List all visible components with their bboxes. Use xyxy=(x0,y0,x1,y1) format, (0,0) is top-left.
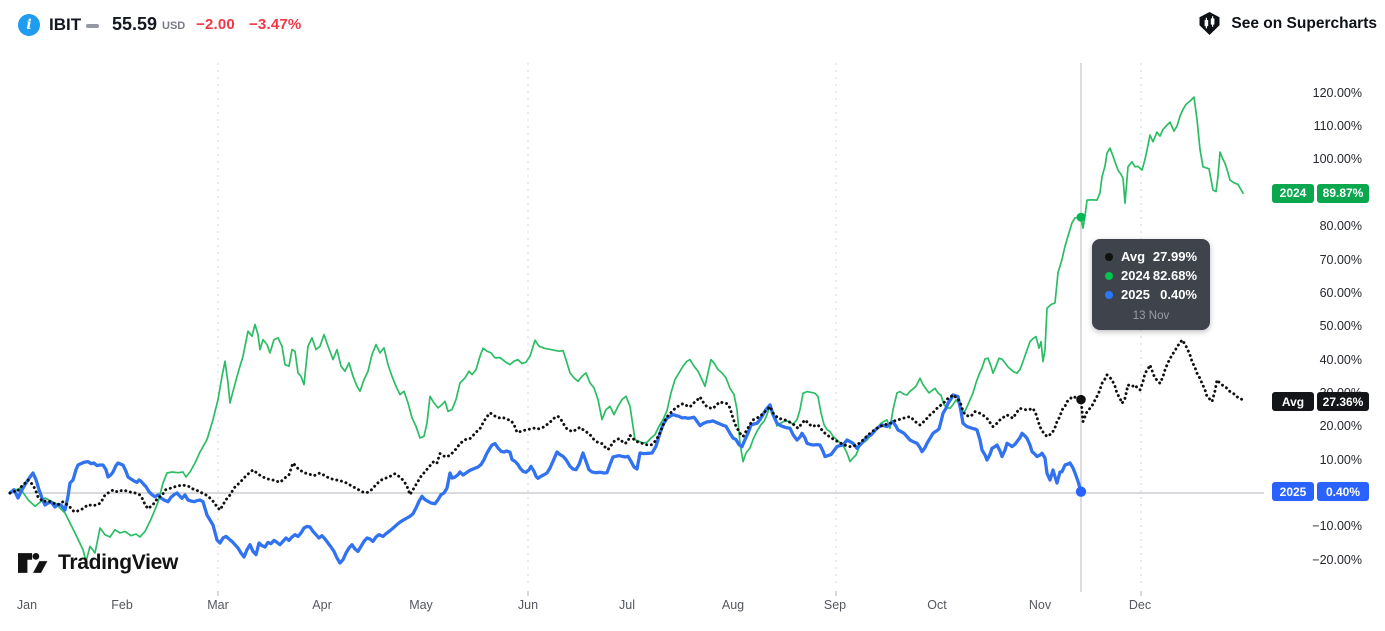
price-badge-2025: 2025 0.40% xyxy=(1272,482,1369,502)
badge-series-label: Avg xyxy=(1272,392,1314,412)
y-axis-label-20: 20.00% xyxy=(1319,419,1362,434)
y-axis-label-80: 80.00% xyxy=(1319,219,1362,234)
tooltip-row-avg: Avg 27.99% xyxy=(1105,249,1197,264)
x-axis-label-may: May xyxy=(409,598,433,612)
series-color-dot xyxy=(1105,252,1113,261)
x-axis-label-aug: Aug xyxy=(721,598,745,612)
y-axis-label--10: −10.00% xyxy=(1312,519,1362,534)
series-line-avg xyxy=(8,338,1245,514)
info-icon[interactable]: i xyxy=(18,14,40,36)
crosshair-marker-avg xyxy=(1076,394,1086,405)
y-axis-label-10: 10.00% xyxy=(1319,452,1362,467)
y-axis-label--20: −20.00% xyxy=(1312,552,1362,567)
tooltip-series-label: 2025 xyxy=(1121,287,1150,302)
tooltip-series-label: 2024 xyxy=(1121,268,1150,283)
tooltip-row-2025: 2025 0.40% xyxy=(1105,287,1197,302)
currency-label: USD xyxy=(162,20,186,32)
x-axis-label-sep: Sep xyxy=(823,598,847,612)
tooltip-series-label: Avg xyxy=(1121,249,1146,264)
tooltip-series-value: 0.40% xyxy=(1160,287,1197,302)
badge-value: 27.36% xyxy=(1317,392,1369,412)
ticker-symbol: IBIT xyxy=(49,15,82,34)
see-on-supercharts-button[interactable]: See on Supercharts xyxy=(1197,11,1377,36)
tooltip-row-2024: 2024 82.68% xyxy=(1105,268,1197,283)
x-axis-label-nov: Nov xyxy=(1028,598,1052,612)
supercharts-logo-icon xyxy=(1199,12,1220,35)
x-axis-label-jun: Jun xyxy=(517,598,539,612)
x-axis-label-mar: Mar xyxy=(207,598,229,612)
price-change: −2.00 −3.47% xyxy=(196,16,315,33)
x-axis-label-jul: Jul xyxy=(619,598,635,612)
price-badge-avg: Avg 27.36% xyxy=(1272,392,1369,412)
y-axis-label-60: 60.00% xyxy=(1319,285,1362,300)
y-axis-label-120: 120.00% xyxy=(1312,85,1362,100)
price-badge-2024: 2024 89.87% xyxy=(1272,183,1369,203)
y-axis-label-110: 110.00% xyxy=(1313,119,1362,134)
x-axis-label-feb: Feb xyxy=(111,598,133,612)
y-axis-label-40: 40.00% xyxy=(1319,352,1362,367)
series-line-2024 xyxy=(9,96,1244,563)
series-color-dot xyxy=(1105,290,1113,299)
watermark-label: TradingView xyxy=(58,551,179,574)
badge-series-label: 2025 xyxy=(1272,482,1314,502)
badge-value: 0.40% xyxy=(1317,482,1369,502)
y-axis-label-70: 70.00% xyxy=(1319,252,1362,267)
change-absolute: −2.00 xyxy=(196,16,235,33)
tooltip-date: 13 Nov xyxy=(1132,310,1170,322)
x-axis-label-oct: Oct xyxy=(927,598,947,612)
series-line-2025 xyxy=(8,393,1083,565)
change-percent: −3.47% xyxy=(248,16,302,33)
tooltip-series-value: 82.68% xyxy=(1152,268,1197,283)
crosshair-tooltip: Avg 27.99% 2024 82.68% 2025 0.40% 13 Nov xyxy=(1092,239,1210,330)
supercharts-label: See on Supercharts xyxy=(1231,14,1377,32)
tradingview-watermark[interactable]: TradingView xyxy=(18,551,178,575)
last-price: 55.59 xyxy=(112,14,158,34)
x-axis-label-apr: Apr xyxy=(312,598,332,612)
crosshair-marker-2024 xyxy=(1076,212,1086,222)
badge-series-label: 2024 xyxy=(1272,183,1314,203)
tooltip-rows: Avg 27.99% 2024 82.68% 2025 0.40% xyxy=(1105,249,1197,302)
y-axis-label-100: 100.00% xyxy=(1312,152,1362,167)
tradingview-logo-icon xyxy=(18,553,48,573)
series-color-dot xyxy=(1105,271,1113,280)
y-axis-label-50: 50.00% xyxy=(1319,319,1362,334)
x-axis-label-dec: Dec xyxy=(1128,598,1152,612)
tooltip-series-value: 27.99% xyxy=(1152,249,1197,264)
crosshair-marker-2025 xyxy=(1075,486,1087,497)
badge-value: 89.87% xyxy=(1317,183,1369,203)
x-axis-label-jan: Jan xyxy=(16,598,38,612)
dash-icon xyxy=(86,24,99,28)
header: i IBIT 55.59 USD −2.00 −3.47% See on Supe… xyxy=(0,0,1385,52)
